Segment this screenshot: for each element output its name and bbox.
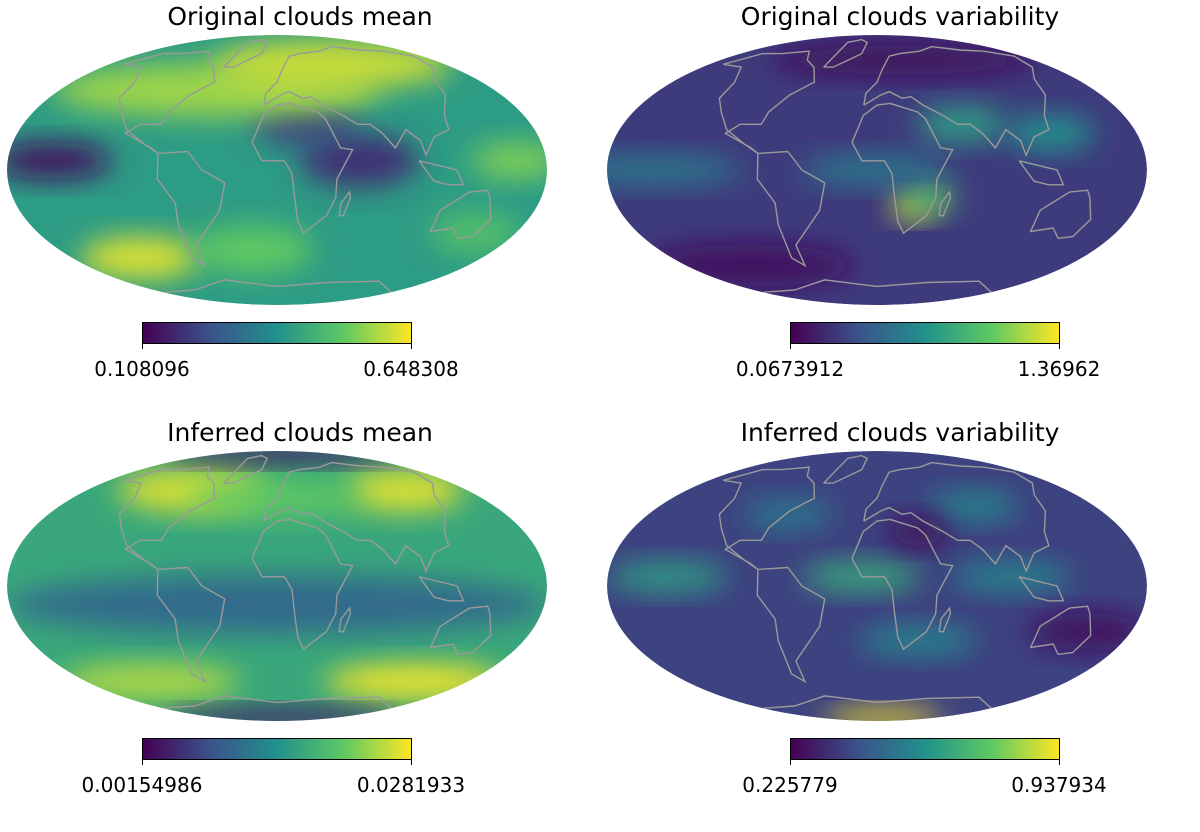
coastline-indonesia — [418, 576, 465, 602]
field-patch — [163, 451, 404, 463]
colorbar-max-label: 0.937934 — [1011, 773, 1107, 797]
field-patch — [344, 469, 465, 512]
colorbar-tick-min — [790, 343, 791, 349]
panel-title: Inferred clouds mean — [167, 418, 433, 447]
coastline-europe-asia — [863, 461, 1050, 574]
coastline-greenland — [823, 454, 869, 484]
coastline-europe-asia — [863, 45, 1050, 158]
coastline-antarctica — [162, 695, 392, 709]
colorbar-max-label: 0.0281933 — [356, 773, 466, 797]
mollweide-map — [607, 451, 1147, 721]
coastline-africa — [251, 518, 354, 651]
field-patch — [928, 491, 1019, 522]
colorbar — [142, 738, 412, 760]
colorbar — [790, 738, 1060, 760]
colorbar-min-label: 0.00154986 — [81, 773, 203, 797]
field-patch — [951, 561, 1072, 592]
coastline-madagascar — [938, 606, 952, 633]
coastline-africa — [851, 102, 954, 235]
coastline-north-america — [118, 466, 216, 570]
coastline-africa — [251, 102, 354, 235]
colorbar-tick-min — [142, 343, 143, 349]
colorbar-min-label: 0.108096 — [94, 357, 190, 381]
field-patch — [1028, 613, 1147, 650]
field-patch — [471, 142, 547, 179]
colorbar-tick-max — [411, 343, 412, 349]
panel-title: Original clouds mean — [167, 2, 433, 31]
panel-title: Inferred clouds variability — [740, 418, 1060, 447]
colorbar — [142, 322, 412, 344]
field-patch — [80, 236, 201, 279]
colorbar-tick-min — [142, 759, 143, 765]
field-patch — [1005, 115, 1096, 152]
coastline-antarctica — [762, 695, 992, 709]
colorbar-min-label: 0.225779 — [742, 773, 838, 797]
coastline-north-america — [718, 50, 816, 154]
coastline-africa — [851, 518, 954, 651]
field-patch — [192, 225, 313, 274]
field-patch — [607, 561, 728, 592]
field-patch — [768, 45, 1039, 76]
panel-title: Original clouds variability — [740, 2, 1060, 31]
field-patch — [802, 155, 952, 185]
coastline-indonesia — [418, 160, 465, 186]
colorbar-tick-max — [411, 759, 412, 765]
field-patch — [823, 709, 944, 721]
colorbar-tick-max — [1059, 759, 1060, 765]
coastline-madagascar — [338, 190, 352, 217]
coastline-south-america — [156, 566, 226, 684]
field-patch — [163, 709, 404, 721]
mollweide-map — [607, 35, 1147, 305]
colorbar-max-label: 1.36962 — [1017, 357, 1101, 381]
field-patch — [901, 182, 956, 213]
coastline-antarctica — [762, 279, 992, 293]
colorbar — [790, 322, 1060, 344]
coastline-australia — [1029, 189, 1092, 240]
coastline-south-america — [756, 150, 826, 268]
coastline-europe-asia — [263, 461, 450, 574]
coastline-north-america — [118, 50, 216, 154]
coastline-indonesia — [1018, 576, 1065, 602]
field-patch — [7, 142, 113, 179]
colorbar-tick-min — [790, 759, 791, 765]
colorbar-tick-max — [1059, 343, 1060, 349]
coastline-madagascar — [938, 190, 952, 217]
coastline-south-america — [756, 566, 826, 684]
field-patch — [743, 499, 834, 530]
colorbar-min-label: 0.0673912 — [735, 357, 845, 381]
coastline-greenland — [223, 38, 269, 68]
panel-original-mean: Original clouds mean 0.108096 0.648308 — [0, 0, 600, 416]
field-patch — [299, 133, 420, 188]
field-patch — [59, 663, 240, 700]
coastline-australia — [429, 605, 492, 656]
coastline-north-america — [718, 466, 816, 570]
field-patch — [7, 574, 547, 635]
coastline-indonesia — [1018, 160, 1065, 186]
coastline-europe-asia — [263, 45, 450, 158]
coastline-greenland — [223, 454, 269, 484]
mollweide-map — [7, 35, 547, 305]
field-patch — [324, 663, 505, 700]
coastline-australia — [429, 189, 492, 240]
field-patch — [607, 155, 742, 185]
coastline-madagascar — [338, 606, 352, 633]
coastline-antarctica — [162, 279, 392, 293]
mollweide-map — [7, 451, 547, 721]
coastline-greenland — [823, 38, 869, 68]
coastline-south-america — [156, 150, 226, 268]
panel-original-variability: Original clouds variability 0.0673912 1.… — [600, 0, 1200, 416]
panel-inferred-variability: Inferred clouds variability 0.225779 0.9… — [600, 416, 1200, 832]
panel-inferred-mean: Inferred clouds mean 0.00154986 0.028193… — [0, 416, 600, 832]
field-patch — [858, 625, 979, 656]
coastline-australia — [1029, 605, 1092, 656]
colorbar-max-label: 0.648308 — [363, 357, 459, 381]
